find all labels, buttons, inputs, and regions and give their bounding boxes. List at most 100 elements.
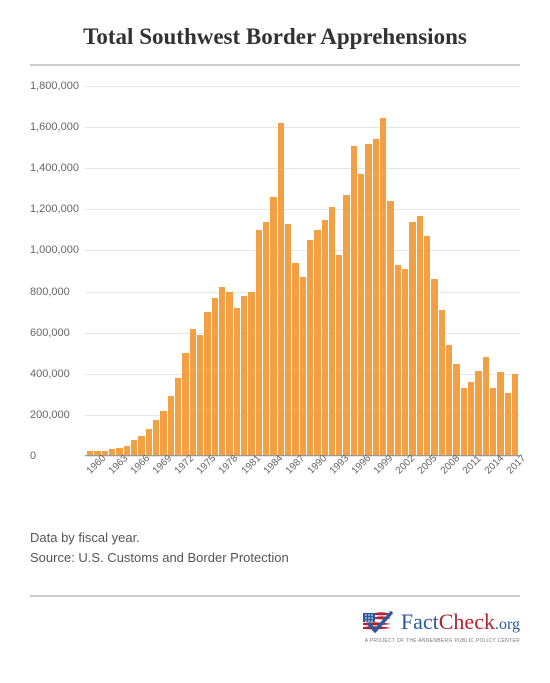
top-rule xyxy=(30,64,520,66)
bar xyxy=(314,230,320,456)
bar xyxy=(168,396,174,456)
y-tick-label: 1,000,000 xyxy=(30,244,80,256)
bar xyxy=(204,312,210,456)
x-tick-label: 2008 xyxy=(438,453,462,477)
x-tick-label: 1993 xyxy=(328,453,352,477)
logo-text-org: .org xyxy=(495,616,520,633)
bar xyxy=(153,420,159,456)
bar xyxy=(365,144,371,456)
y-tick-label: 1,400,000 xyxy=(30,162,80,174)
bar xyxy=(490,388,496,456)
x-tick-label: 2017 xyxy=(505,453,529,477)
y-tick-label: 1,200,000 xyxy=(30,203,80,215)
bar xyxy=(409,222,415,456)
bar xyxy=(263,222,269,456)
logo-subtitle: A PROJECT OF THE ANNENBERG PUBLIC POLICY… xyxy=(361,638,520,644)
footer-notes: Data by fiscal year. Source: U.S. Custom… xyxy=(30,528,520,567)
y-tick-label: 800,000 xyxy=(30,286,80,298)
bar xyxy=(468,382,474,456)
x-tick-label: 1960 xyxy=(84,453,108,477)
x-tick-label: 2002 xyxy=(394,453,418,477)
chart-title: Total Southwest Border Apprehensions xyxy=(30,24,520,50)
x-tick-label: 1981 xyxy=(239,453,263,477)
bar xyxy=(197,335,203,456)
x-tick-label: 1990 xyxy=(306,453,330,477)
bottom-rule xyxy=(30,595,520,597)
bar xyxy=(439,310,445,456)
x-tick-label: 1969 xyxy=(151,453,175,477)
bar xyxy=(336,255,342,456)
bar xyxy=(219,287,225,456)
bar xyxy=(402,269,408,456)
bar xyxy=(182,353,188,456)
bar xyxy=(278,123,284,456)
logo-area: FactCheck.org A PROJECT OF THE ANNENBERG… xyxy=(30,609,520,647)
bar xyxy=(446,345,452,456)
y-tick-label: 1,600,000 xyxy=(30,121,80,133)
bar xyxy=(380,118,386,456)
bar xyxy=(453,364,459,457)
bar xyxy=(190,329,196,456)
bar xyxy=(431,279,437,456)
bar xyxy=(160,411,166,456)
bar xyxy=(395,265,401,456)
bar xyxy=(358,174,364,456)
bar xyxy=(241,296,247,456)
bar xyxy=(329,207,335,456)
bar xyxy=(131,440,137,456)
x-axis-labels: 1960196319661969197219751978198119841987… xyxy=(85,456,520,486)
bar xyxy=(256,230,262,456)
chart-container: Total Southwest Border Apprehensions 0 20… xyxy=(0,0,550,683)
bar xyxy=(475,371,481,456)
bar xyxy=(234,308,240,456)
x-tick-label: 2011 xyxy=(460,454,483,477)
x-tick-label: 1972 xyxy=(173,453,197,477)
logo-text-check: Check xyxy=(439,609,495,634)
bar xyxy=(417,216,423,457)
bar xyxy=(483,357,489,456)
bar xyxy=(146,429,152,456)
bar xyxy=(300,277,306,456)
bar xyxy=(497,372,503,456)
x-tick-label: 2005 xyxy=(416,453,440,477)
y-tick-label: 600,000 xyxy=(30,327,80,339)
y-tick-label: 200,000 xyxy=(30,409,80,421)
bar xyxy=(505,393,511,456)
y-tick-label: 400,000 xyxy=(30,368,80,380)
x-tick-label: 1978 xyxy=(217,453,241,477)
x-tick-label: 1966 xyxy=(129,453,153,477)
footer-line-1: Data by fiscal year. xyxy=(30,528,520,548)
x-tick-label: 1996 xyxy=(350,453,374,477)
bar xyxy=(373,139,379,456)
bar xyxy=(226,292,232,456)
footer-line-2: Source: U.S. Customs and Border Protecti… xyxy=(30,548,520,568)
y-tick-label: 0 xyxy=(30,450,80,462)
bar xyxy=(285,224,291,456)
bar xyxy=(424,236,430,456)
plot-region xyxy=(85,86,520,456)
flag-check-icon xyxy=(361,609,395,635)
x-tick-label: 1975 xyxy=(195,453,219,477)
x-tick-label: 2014 xyxy=(483,453,507,477)
bar xyxy=(292,263,298,456)
bar xyxy=(512,374,518,456)
bar xyxy=(212,298,218,456)
chart-area: 0 200,000 400,000 600,000 800,000 1,000,000 1,… xyxy=(30,86,520,486)
x-tick-label: 1987 xyxy=(284,453,308,477)
bar xyxy=(343,195,349,456)
x-tick-label: 1984 xyxy=(261,453,285,477)
bar xyxy=(307,240,313,456)
logo-text-fact: Fact xyxy=(401,609,439,634)
x-tick-label: 1963 xyxy=(107,453,131,477)
logo-text: FactCheck.org xyxy=(401,609,520,635)
x-tick-label: 1999 xyxy=(372,453,396,477)
bar xyxy=(322,220,328,456)
y-tick-label: 1,800,000 xyxy=(30,80,80,92)
bar xyxy=(248,292,254,456)
bar xyxy=(461,388,467,456)
bar xyxy=(351,146,357,456)
bar xyxy=(387,201,393,456)
bars-group xyxy=(85,86,520,456)
bar xyxy=(270,197,276,456)
factcheck-logo: FactCheck.org xyxy=(361,609,520,635)
